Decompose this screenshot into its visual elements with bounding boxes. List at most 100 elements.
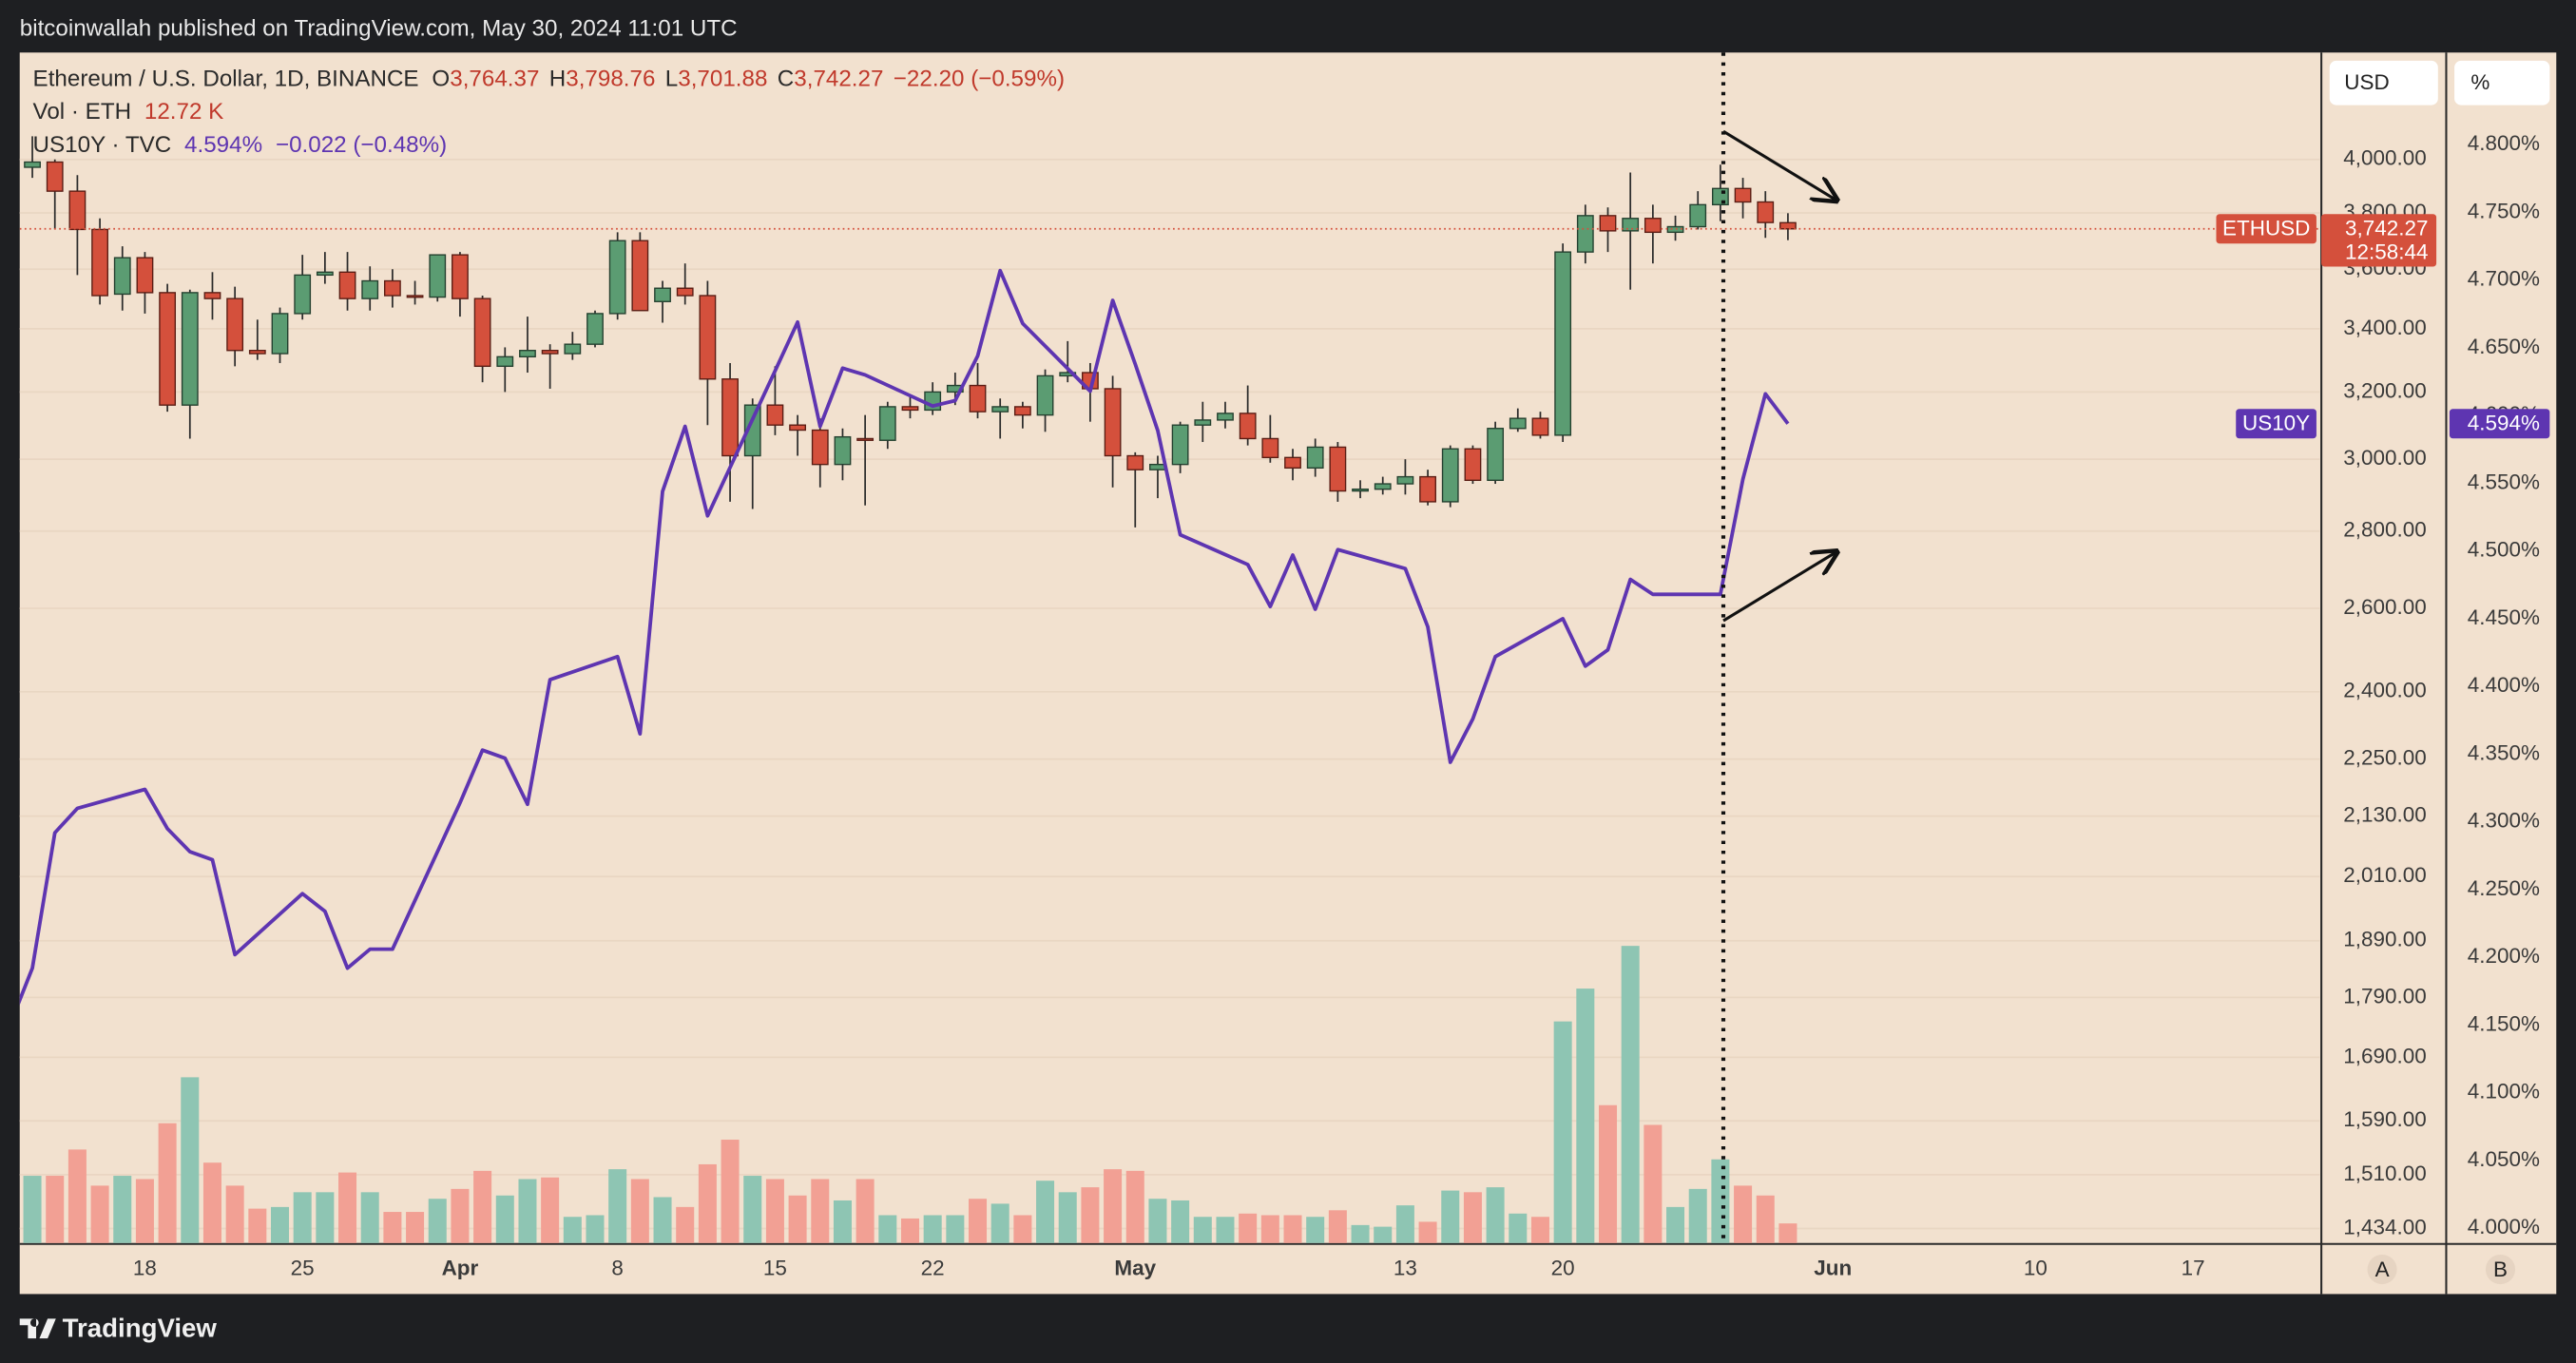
volume-bar [428,1199,447,1243]
arrow-up [1722,552,1836,623]
usd-button[interactable] [2329,60,2438,106]
legend-c-value: 3,742.27 [794,67,883,92]
candle-body [1239,413,1257,440]
volume-bar [630,1179,649,1243]
price-box-countdown: 12:58:44 [2345,240,2428,264]
x-tick-label: 18 [133,1256,157,1279]
candle-body [248,350,266,355]
volume-bar [563,1217,582,1243]
candle-body [519,350,536,358]
legend-volume-value: 12.72 K [144,100,223,125]
volume-bar [518,1179,537,1243]
axes: 18 25 Apr 8 15 22 May 13 20 Jun 10 174,000.003,800.… [133,131,2540,1279]
volume-bar [1013,1215,1032,1243]
y-tick-label: 2,800.00 [2343,518,2426,542]
volume-bar [181,1077,200,1243]
volume-bar [788,1195,807,1243]
candle-body [1599,215,1617,232]
volume-bar [900,1218,919,1243]
arrow-down [1722,129,1836,201]
candle-body [1284,456,1301,470]
overlay-value-label: 4.594% [2468,412,2540,435]
volume-bar [495,1195,514,1243]
legend-h: H [549,67,566,92]
volume-bar [1125,1170,1144,1243]
candle-body [541,350,559,355]
candle-body [721,378,739,457]
x-tick-label: 25 [291,1256,315,1279]
volume-bar [990,1203,1009,1243]
candle-body [294,274,312,315]
volume-bar [1644,1124,1663,1243]
volume-bar [1666,1206,1685,1243]
volume-bar [1756,1195,1775,1243]
candle-body [383,279,401,297]
candle-body [159,292,177,406]
x-tick-label: 20 [1551,1256,1575,1279]
candle-body [991,406,1009,413]
a-button-label[interactable]: A [2375,1257,2390,1281]
y2-tick-label: 4.550% [2468,470,2540,493]
candle-body [1396,475,1414,485]
volume-bar [1351,1224,1370,1243]
symbol-tag [2216,214,2316,244]
y2-tick-label: 4.750% [2468,199,2540,222]
candle-body [1711,187,1729,206]
x-tick-label: Jun [1814,1256,1852,1279]
grid [19,158,2320,1230]
volume-bar [608,1169,627,1243]
candle-body [878,406,896,441]
candle-body [564,343,582,355]
percent-button-label[interactable]: % [2470,70,2489,94]
brand-logo [19,1318,56,1339]
legend-change: −22.20 (−0.59%) [894,67,1065,92]
candle-body [1013,406,1031,416]
candle-body [1779,221,1797,230]
volume-bar [1395,1205,1414,1243]
volume-bar [1081,1187,1100,1243]
candle-body [856,437,875,441]
y2-tick-label: 4.700% [2468,267,2540,291]
symbol-tag-label: ETHUSD [2222,217,2310,240]
volume-bar [1036,1181,1055,1243]
volume-bar [1148,1199,1167,1243]
volume-bar [1193,1217,1212,1243]
legend-l: L [665,67,678,92]
legend-volume-name: Vol · ETH [33,100,132,125]
volume-bar [248,1208,267,1243]
legend-symbol: Ethereum / U.S. Dollar, 1D, BINANCE [33,67,419,92]
y2-tick-label: 4.000% [2468,1215,2540,1238]
candle-body [68,190,87,231]
candle-body [1531,417,1549,436]
candle-body [406,295,424,298]
candle-body [766,404,784,426]
candle-body [1352,488,1369,492]
legend-c: C [778,67,794,92]
candle-body [1374,483,1392,490]
volume-bar [1778,1223,1797,1243]
y2-tick-label: 4.650% [2468,335,2540,358]
x-tick-label: 17 [2182,1256,2205,1279]
volume-layer [23,946,1797,1243]
usd-button-label[interactable]: USD [2344,70,2389,94]
percent-button[interactable] [2454,60,2550,106]
candle-body [1036,374,1054,416]
volume-bar [316,1192,335,1243]
y-tick-label: 2,600.00 [2343,595,2426,619]
legend-volume: Vol · ETH 12.72 K [33,100,224,125]
candle-body [1554,251,1572,436]
volume-bar [158,1123,177,1243]
volume-bar [833,1200,852,1243]
candle-body [811,429,829,466]
legend-o: O [432,67,450,92]
y-tick-label: 1,890.00 [2343,928,2426,951]
volume-bar [338,1172,357,1243]
b-button[interactable] [2485,1254,2516,1285]
candle-body [676,287,694,297]
b-button-label[interactable]: B [2493,1257,2508,1281]
volume-bar [923,1215,942,1243]
a-button[interactable] [2367,1254,2397,1285]
candle-body [1689,203,1707,228]
annotations [1721,52,1836,1243]
x-tick-label: 22 [921,1256,945,1279]
